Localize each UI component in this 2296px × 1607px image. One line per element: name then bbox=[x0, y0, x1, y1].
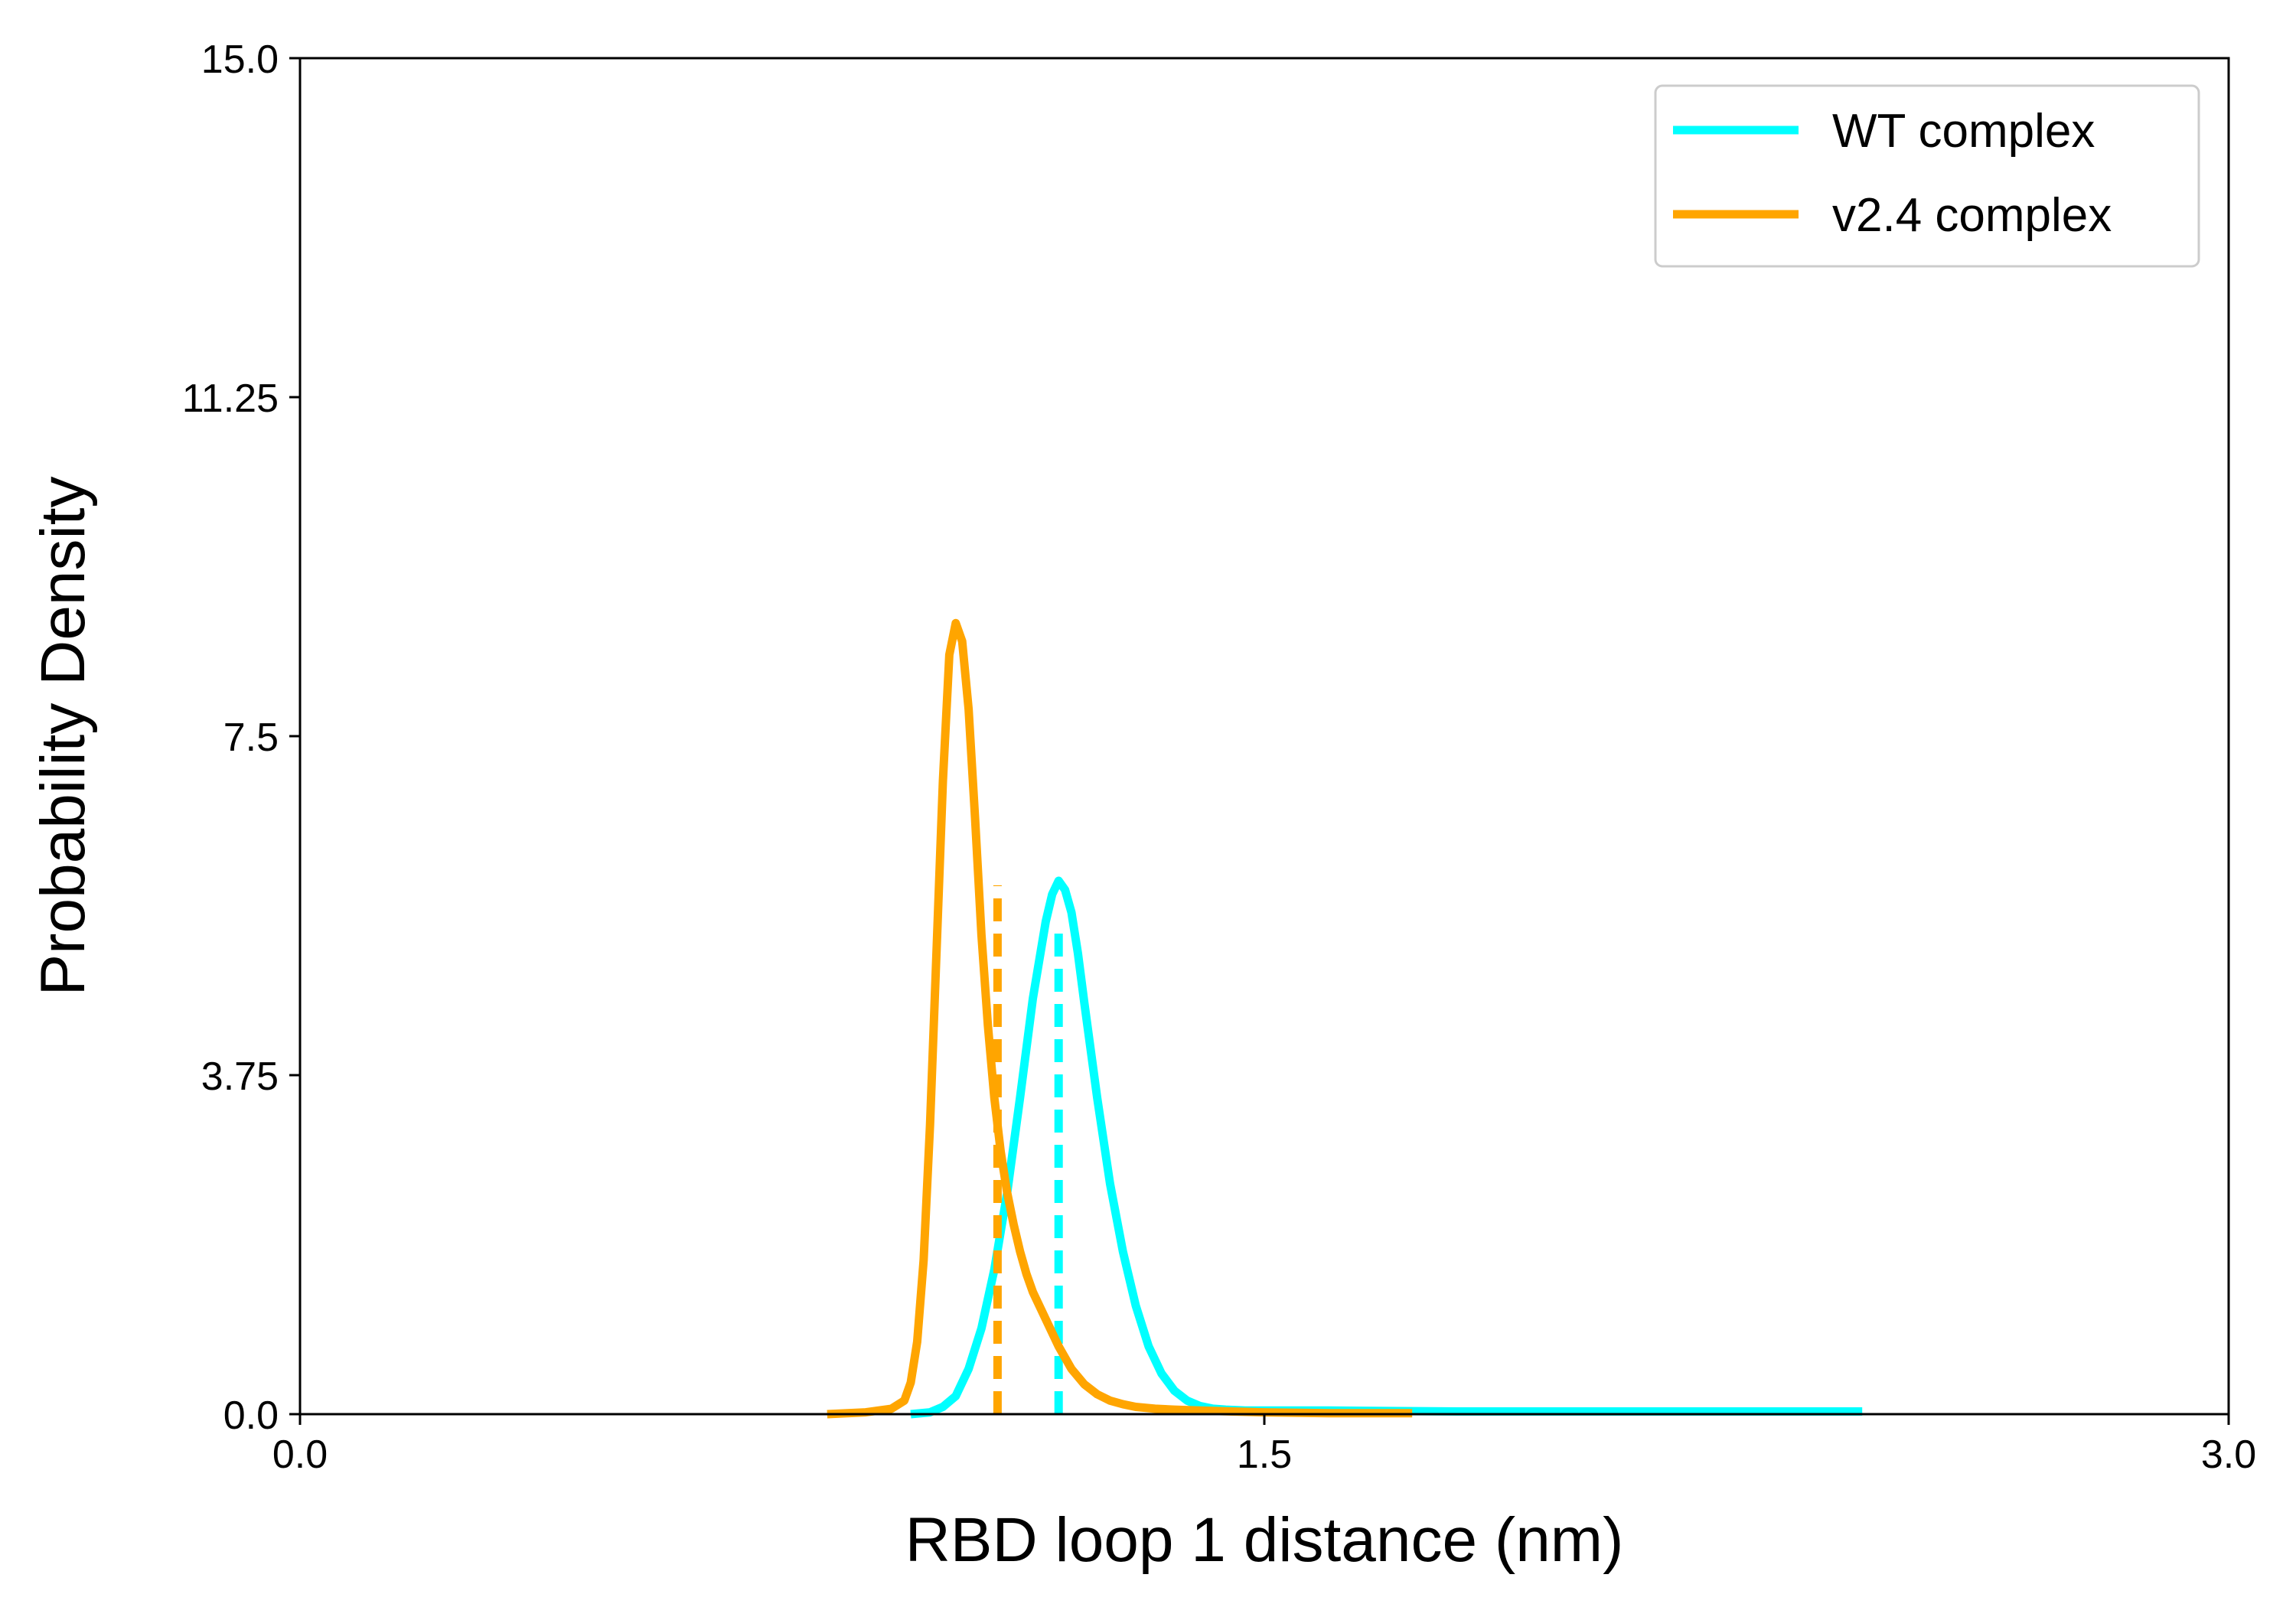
y-tick-label: 3.75 bbox=[201, 1054, 279, 1099]
y-tick-label: 15.0 bbox=[201, 37, 279, 82]
legend: WT complex v2.4 complex bbox=[1654, 84, 2200, 268]
x-tick-label: 0.0 bbox=[272, 1433, 328, 1477]
y-tick-label: 7.5 bbox=[223, 715, 279, 760]
legend-label-0: WT complex bbox=[1832, 105, 2095, 158]
y-tick-label: 0.0 bbox=[223, 1393, 279, 1438]
legend-label-1: v2.4 complex bbox=[1832, 189, 2112, 242]
y-axis-label: Probability Density bbox=[28, 476, 98, 996]
series-line-1 bbox=[827, 618, 1413, 1419]
plot-content bbox=[827, 618, 1863, 1419]
axis-ticks: 0.0 1.5 3.0 0.0 3.75 7.5 11.25 15.0 bbox=[182, 37, 2256, 1477]
x-axis-label: RBD loop 1 distance (nm) bbox=[905, 1505, 1624, 1575]
x-tick-label: 1.5 bbox=[1237, 1433, 1292, 1477]
y-tick-label: 11.25 bbox=[182, 376, 279, 421]
x-tick-label: 3.0 bbox=[2201, 1433, 2256, 1477]
